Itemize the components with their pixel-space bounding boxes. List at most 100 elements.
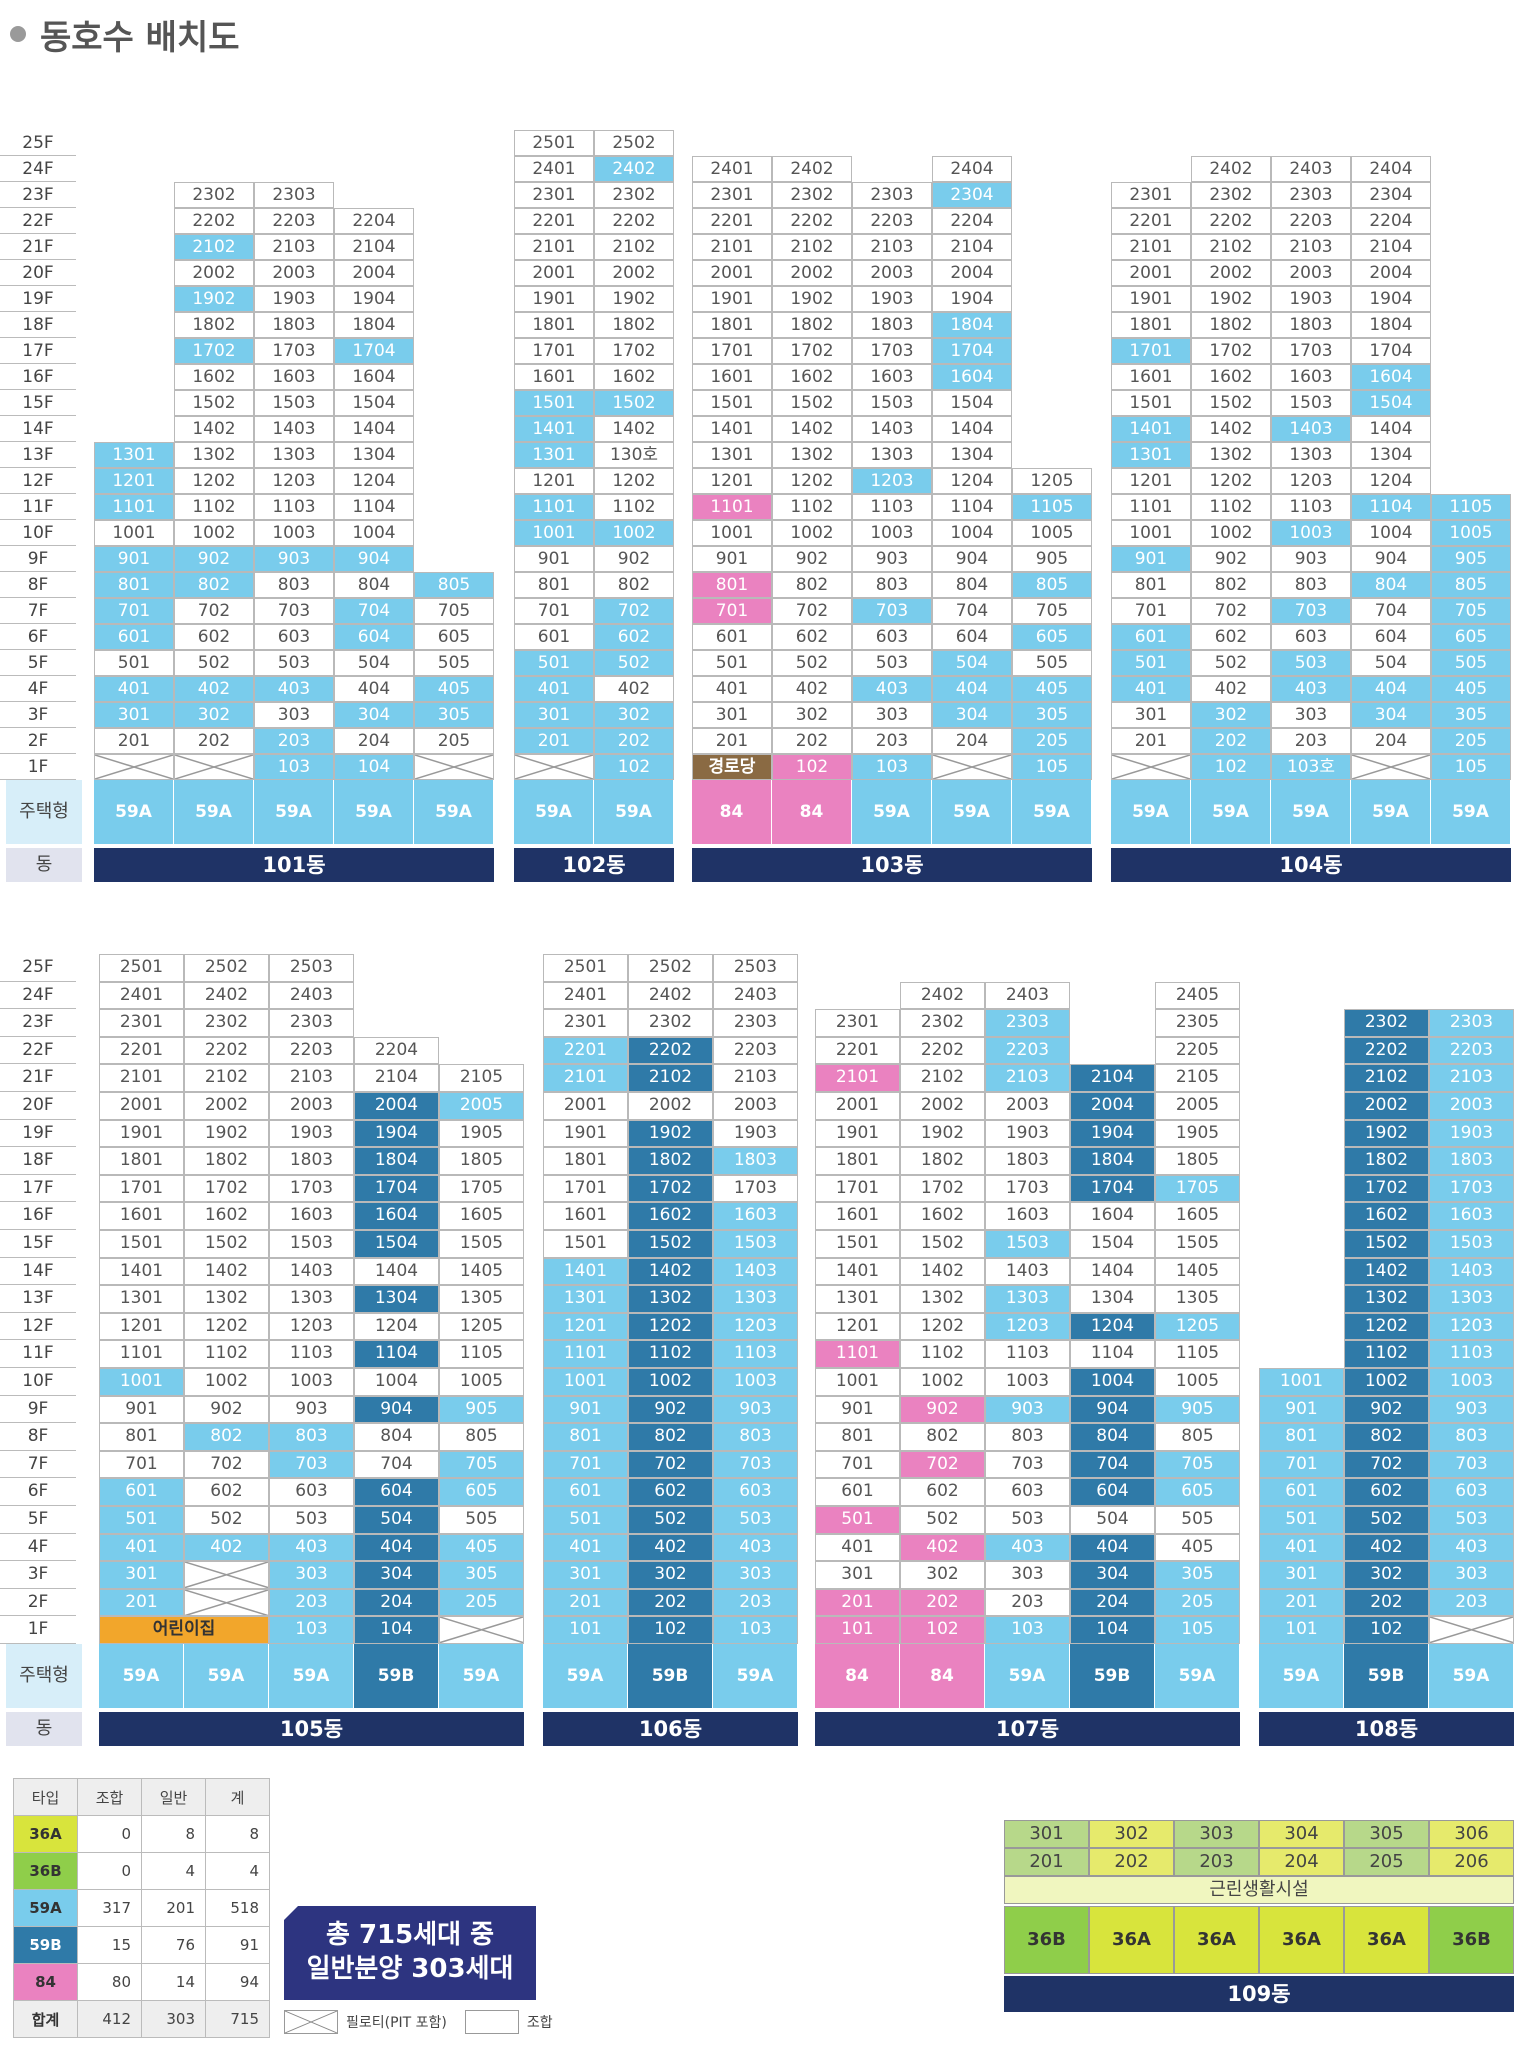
unit-cell[interactable]: 1305: [1155, 1285, 1240, 1313]
unit-cell[interactable]: 1505: [1155, 1230, 1240, 1258]
unit-cell[interactable]: 2502: [184, 954, 269, 982]
unit-cell[interactable]: 2002: [174, 260, 254, 286]
unit-cell[interactable]: 1102: [174, 494, 254, 520]
unit-cell[interactable]: 1403: [713, 1257, 798, 1286]
unit-cell[interactable]: 1202: [594, 468, 674, 494]
unit-cell[interactable]: 1002: [594, 520, 674, 546]
unit-cell[interactable]: 2003: [254, 260, 334, 286]
unit-cell[interactable]: 2102: [1344, 1064, 1429, 1092]
unit-cell[interactable]: 2203: [269, 1036, 354, 1065]
unit-cell[interactable]: 802: [1344, 1423, 1429, 1451]
unit-cell[interactable]: 2301: [99, 1009, 184, 1037]
unit-cell[interactable]: 1801: [543, 1147, 628, 1175]
unit-cell[interactable]: 2501: [99, 954, 184, 982]
unit-cell[interactable]: 1902: [772, 286, 852, 312]
unit-cell[interactable]: 1203: [852, 468, 932, 494]
unit-cell[interactable]: 1401: [99, 1257, 184, 1286]
unit-cell[interactable]: 305: [439, 1561, 524, 1589]
unit-cell[interactable]: 1803: [254, 312, 334, 338]
unit-cell[interactable]: 1603: [269, 1202, 354, 1230]
unit-cell[interactable]: 702: [628, 1450, 713, 1479]
unit-cell[interactable]: 2003: [1429, 1092, 1514, 1120]
unit-cell[interactable]: 204: [1070, 1588, 1155, 1617]
unit-cell[interactable]: 1602: [174, 364, 254, 390]
unit-cell[interactable]: 1202: [174, 468, 254, 494]
unit-cell[interactable]: 2303: [254, 182, 334, 208]
unit-cell[interactable]: 303: [254, 702, 334, 728]
unit-cell[interactable]: 1001: [1111, 520, 1191, 546]
unit-cell[interactable]: 1204: [1070, 1312, 1155, 1341]
unit-cell[interactable]: 902: [1191, 546, 1271, 572]
unit-cell[interactable]: 401: [815, 1533, 900, 1562]
unit-cell[interactable]: 601: [1259, 1478, 1344, 1506]
unit-cell[interactable]: 305: [1431, 702, 1511, 728]
unit-cell[interactable]: 502: [772, 650, 852, 676]
unit-cell[interactable]: 605: [1155, 1478, 1240, 1506]
unit-cell[interactable]: 1902: [1344, 1119, 1429, 1148]
unit-cell[interactable]: 901: [99, 1395, 184, 1424]
unit-cell[interactable]: 1304: [354, 1285, 439, 1313]
unit-cell[interactable]: 903: [254, 546, 334, 572]
unit-cell[interactable]: 2103: [269, 1064, 354, 1092]
unit-cell[interactable]: 2204: [354, 1036, 439, 1065]
unit-cell[interactable]: 205: [1155, 1588, 1240, 1617]
unit-cell[interactable]: 2001: [692, 260, 772, 286]
unit-cell[interactable]: 405: [1155, 1533, 1240, 1562]
unit-cell[interactable]: 1802: [628, 1147, 713, 1175]
unit-cell[interactable]: 201: [1004, 1848, 1089, 1876]
unit-cell[interactable]: 1603: [852, 364, 932, 390]
unit-cell[interactable]: 1101: [1111, 494, 1191, 520]
unit-cell[interactable]: 1703: [985, 1174, 1070, 1203]
unit-cell[interactable]: 401: [99, 1533, 184, 1562]
unit-cell[interactable]: 2203: [852, 208, 932, 234]
unit-cell[interactable]: 2105: [439, 1064, 524, 1092]
unit-cell[interactable]: 802: [772, 572, 852, 598]
unit-cell[interactable]: 903: [269, 1395, 354, 1424]
unit-cell[interactable]: 1803: [1429, 1147, 1514, 1175]
unit-cell[interactable]: 303: [1174, 1820, 1259, 1848]
unit-cell[interactable]: 2202: [174, 208, 254, 234]
unit-cell[interactable]: 804: [354, 1423, 439, 1451]
unit-cell[interactable]: 903: [1271, 546, 1351, 572]
unit-cell[interactable]: 130호: [594, 442, 674, 468]
unit-cell[interactable]: 1901: [1111, 286, 1191, 312]
unit-cell[interactable]: 1203: [713, 1312, 798, 1341]
unit-cell[interactable]: 1003: [254, 520, 334, 546]
unit-cell[interactable]: 703: [713, 1450, 798, 1479]
unit-cell[interactable]: 206: [1429, 1848, 1514, 1876]
unit-cell[interactable]: 2002: [772, 260, 852, 286]
unit-cell[interactable]: 504: [354, 1506, 439, 1534]
unit-cell[interactable]: 103: [985, 1616, 1070, 1644]
unit-cell[interactable]: 301: [1004, 1820, 1089, 1848]
unit-cell[interactable]: 2101: [514, 234, 594, 260]
unit-cell[interactable]: 803: [1271, 572, 1351, 598]
unit-cell[interactable]: 601: [543, 1478, 628, 1506]
unit-cell[interactable]: 1604: [1351, 364, 1431, 390]
unit-cell[interactable]: 2202: [594, 208, 674, 234]
unit-cell[interactable]: 2101: [99, 1064, 184, 1092]
unit-cell[interactable]: 2205: [1155, 1036, 1240, 1065]
unit-cell[interactable]: 2203: [1429, 1036, 1514, 1065]
unit-cell[interactable]: 2101: [1111, 234, 1191, 260]
unit-cell[interactable]: 201: [1259, 1588, 1344, 1617]
unit-cell[interactable]: 303: [713, 1561, 798, 1589]
unit-cell[interactable]: 1303: [1271, 442, 1351, 468]
unit-cell[interactable]: 505: [1431, 650, 1511, 676]
unit-cell[interactable]: 1902: [184, 1119, 269, 1148]
unit-cell[interactable]: 1001: [815, 1368, 900, 1396]
unit-cell[interactable]: 1303: [852, 442, 932, 468]
unit-cell[interactable]: 2302: [594, 182, 674, 208]
unit-cell[interactable]: 501: [1259, 1506, 1344, 1534]
unit-cell[interactable]: 304: [354, 1561, 439, 1589]
unit-cell[interactable]: 1801: [99, 1147, 184, 1175]
unit-cell[interactable]: 502: [184, 1506, 269, 1534]
unit-cell[interactable]: 2404: [1351, 156, 1431, 182]
unit-cell[interactable]: 605: [1431, 624, 1511, 650]
unit-cell[interactable]: 104: [354, 1616, 439, 1644]
unit-cell[interactable]: 1701: [99, 1174, 184, 1203]
unit-cell[interactable]: 801: [94, 572, 174, 598]
unit-cell[interactable]: 1301: [815, 1285, 900, 1313]
unit-cell[interactable]: 1502: [900, 1230, 985, 1258]
unit-cell[interactable]: 1601: [514, 364, 594, 390]
unit-cell[interactable]: 501: [1111, 650, 1191, 676]
